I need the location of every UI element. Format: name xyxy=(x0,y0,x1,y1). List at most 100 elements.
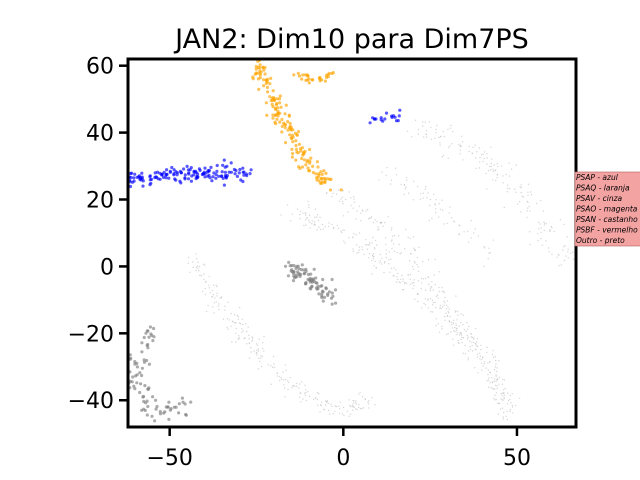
scatter-point xyxy=(476,353,479,355)
scatter-point xyxy=(362,407,365,409)
scatter-point xyxy=(330,291,334,295)
scatter-point xyxy=(483,363,486,365)
scatter-point xyxy=(132,176,136,180)
scatter-point xyxy=(506,187,509,189)
scatter-point xyxy=(317,172,321,176)
scatter-point xyxy=(451,143,453,145)
scatter-point xyxy=(528,231,531,233)
scatter-point xyxy=(489,165,491,167)
scatter-point xyxy=(496,385,498,387)
scatter-point xyxy=(494,399,496,401)
scatter-point xyxy=(417,133,419,135)
scatter-point xyxy=(251,75,255,79)
scatter-point xyxy=(440,135,442,137)
scatter-point xyxy=(451,217,453,219)
scatter-point xyxy=(493,378,496,380)
scatter-point xyxy=(473,338,475,340)
scatter-point xyxy=(280,376,282,379)
scatter-point xyxy=(381,257,383,260)
scatter-point xyxy=(461,336,463,338)
scatter-point xyxy=(316,229,318,231)
scatter-point xyxy=(216,295,218,297)
scatter-point xyxy=(381,263,383,265)
scatter-point xyxy=(354,402,357,404)
scatter-point xyxy=(255,351,258,354)
scatter-point xyxy=(327,409,330,412)
scatter-point xyxy=(545,240,547,242)
scatter-point xyxy=(289,269,293,273)
scatter-point xyxy=(364,398,367,401)
scatter-point xyxy=(443,291,445,294)
scatter-point xyxy=(320,289,325,293)
scatter-point xyxy=(395,281,398,283)
scatter-point xyxy=(411,282,414,284)
scatter-point xyxy=(372,255,374,257)
scatter-point xyxy=(446,304,448,306)
scatter-point xyxy=(454,330,456,333)
scatter-point xyxy=(518,397,521,400)
scatter-point xyxy=(543,222,546,224)
scatter-point xyxy=(376,221,378,223)
scatter-point xyxy=(342,190,344,192)
scatter-point xyxy=(430,286,432,288)
scatter-point xyxy=(416,256,419,259)
scatter-point xyxy=(330,403,332,405)
scatter-point xyxy=(152,326,156,331)
scatter-point xyxy=(219,297,221,299)
scatter-point xyxy=(305,214,307,216)
scatter-point xyxy=(271,113,275,117)
legend-box xyxy=(574,171,640,247)
scatter-point xyxy=(379,222,382,224)
scatter-point xyxy=(203,175,207,179)
scatter-point xyxy=(493,369,496,371)
scatter-point xyxy=(414,249,416,251)
scatter-point xyxy=(306,217,309,219)
scatter-point xyxy=(471,336,474,339)
scatter-point xyxy=(234,341,237,343)
scatter-point xyxy=(503,206,505,209)
scatter-point xyxy=(402,278,404,280)
scatter-point xyxy=(142,335,146,340)
scatter-point xyxy=(435,295,437,298)
scatter-point xyxy=(264,101,268,105)
scatter-point xyxy=(143,384,147,388)
scatter-point xyxy=(286,204,289,206)
scatter-point xyxy=(304,394,307,396)
scatter-point xyxy=(499,408,502,410)
scatter-point xyxy=(316,175,320,179)
scatter-point xyxy=(364,244,367,246)
scatter-point xyxy=(367,403,370,405)
scatter-point xyxy=(507,184,509,186)
scatter-point xyxy=(166,405,170,409)
scatter-point xyxy=(459,332,461,334)
scatter-point xyxy=(486,346,488,348)
scatter-point xyxy=(227,328,229,330)
scatter-point xyxy=(352,207,354,209)
scatter-point xyxy=(521,195,523,198)
scatter-point xyxy=(216,285,218,288)
scatter-point xyxy=(452,323,454,325)
scatter-point xyxy=(441,286,443,289)
scatter-point xyxy=(514,405,517,407)
scatter-point xyxy=(455,295,457,297)
scatter-point xyxy=(377,229,379,231)
scatter-point xyxy=(356,408,358,411)
scatter-point xyxy=(505,173,507,176)
scatter-point xyxy=(383,117,387,121)
scatter-point xyxy=(467,359,469,361)
scatter-point xyxy=(297,267,301,271)
scatter-point xyxy=(151,339,155,343)
scatter-point xyxy=(409,283,411,286)
scatter-point xyxy=(261,355,263,358)
scatter-point xyxy=(138,390,142,395)
scatter-point xyxy=(339,188,343,192)
scatter-point xyxy=(515,164,518,166)
scatter-point xyxy=(454,326,456,329)
scatter-point xyxy=(368,400,370,402)
scatter-point xyxy=(251,340,253,342)
scatter-point xyxy=(220,170,224,174)
scatter-point xyxy=(437,297,439,299)
scatter-point xyxy=(447,333,449,335)
scatter-point xyxy=(183,173,187,177)
